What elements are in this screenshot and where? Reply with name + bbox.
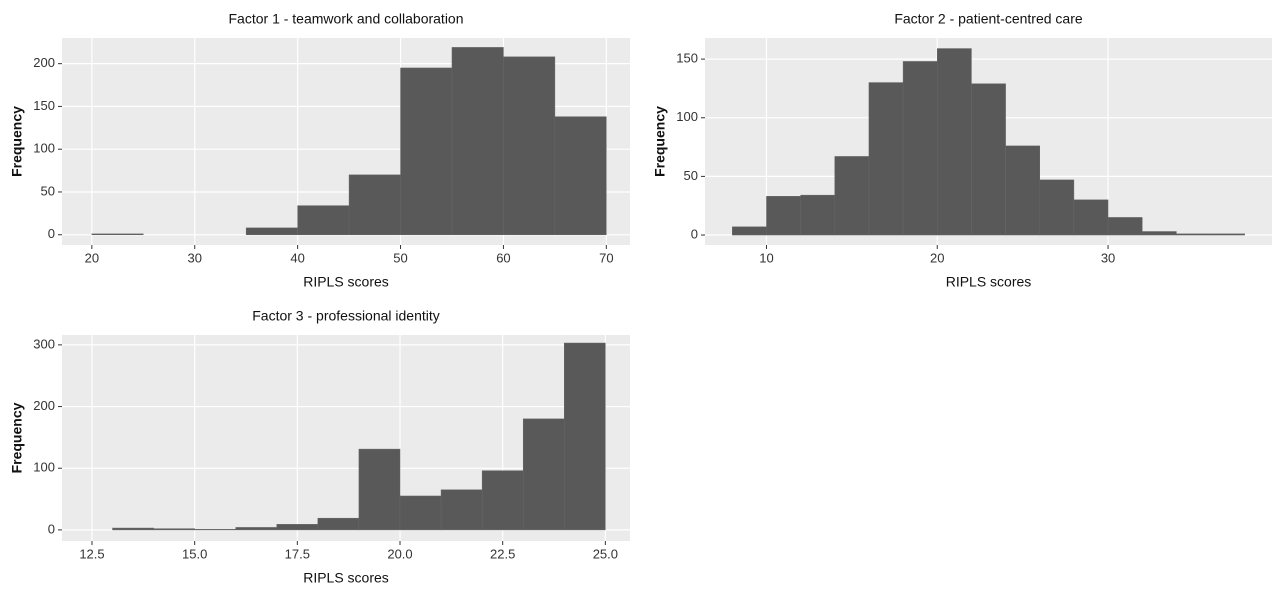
y-axis-title: Frequency	[9, 402, 25, 473]
bar	[400, 67, 453, 235]
bar	[481, 470, 524, 531]
x-axis-title: RIPLS scores	[946, 274, 1032, 290]
y-tick-label: 300	[33, 336, 55, 351]
bar	[564, 342, 606, 531]
x-tick-label: 10	[759, 250, 773, 265]
bar	[800, 194, 836, 236]
bar	[348, 174, 401, 235]
y-tick-label: 50	[684, 168, 698, 183]
x-tick-label: 15.0	[182, 546, 207, 561]
panel: 0 100 200 300 12.5 15.0 17.5 20.0 22.5 25.0 Factor…	[9, 308, 630, 586]
bar	[902, 61, 938, 236]
x-tick-label: 12.5	[79, 546, 104, 561]
y-tick-label: 50	[41, 183, 55, 198]
x-tick-label: 60	[496, 250, 510, 265]
bar	[1176, 233, 1211, 236]
bar	[112, 527, 154, 531]
bar	[358, 448, 401, 531]
bar	[297, 205, 350, 235]
y-tick-label: 0	[48, 226, 55, 241]
y-tick-label: 0	[691, 226, 698, 241]
bar	[971, 83, 1006, 236]
bar	[522, 418, 565, 531]
x-tick-label: 40	[290, 250, 304, 265]
bar	[503, 56, 556, 235]
x-axis-title: RIPLS scores	[303, 570, 389, 586]
x-tick-label: 17.5	[285, 546, 310, 561]
x-tick-label: 50	[393, 250, 407, 265]
x-tick-label: 20	[930, 250, 944, 265]
x-tick-label: 22.5	[490, 546, 515, 561]
y-tick-label: 200	[33, 398, 55, 413]
bar	[194, 529, 236, 531]
y-tick-label: 0	[48, 521, 55, 536]
chart-title: Factor 2 - patient-centred care	[894, 11, 1083, 27]
bar	[1073, 199, 1109, 236]
bar	[440, 489, 483, 531]
bar	[153, 528, 195, 531]
panel: 0 50 100 150 200 20 30 40 50 60 70 Factor 1 - teamw…	[9, 11, 630, 290]
y-tick-label: 100	[676, 109, 698, 124]
x-tick-label: 70	[599, 250, 613, 265]
x-tick-label: 30	[1101, 250, 1115, 265]
bar	[834, 156, 870, 236]
y-tick-label: 200	[33, 55, 55, 70]
bar	[1107, 217, 1143, 236]
chart-title: Factor 1 - teamwork and collaboration	[229, 11, 464, 27]
x-tick-label: 30	[188, 250, 202, 265]
bar	[235, 527, 278, 531]
bar	[451, 47, 504, 235]
chart-title: Factor 3 - professional identity	[252, 308, 440, 324]
y-tick-label: 100	[33, 460, 55, 475]
x-tick-label: 20.0	[387, 546, 412, 561]
bar	[1141, 231, 1177, 236]
bar	[766, 196, 801, 236]
bar	[868, 82, 904, 236]
y-axis-title: Frequency	[652, 106, 668, 177]
y-tick-label: 100	[33, 141, 55, 156]
bar	[276, 524, 319, 531]
x-tick-label: 20	[85, 250, 99, 265]
bar	[937, 48, 972, 236]
y-tick-label: 150	[676, 51, 698, 66]
bar	[1005, 145, 1040, 236]
bar	[91, 233, 144, 235]
y-tick-label: 150	[33, 98, 55, 113]
x-axis-title: RIPLS scores	[303, 274, 389, 290]
bar	[732, 226, 767, 236]
x-tick-label: 25.0	[593, 546, 618, 561]
panel: 0 50 100 150 10 20 30 Factor 2 - patient-centre…	[652, 11, 1272, 290]
y-axis-title: Frequency	[9, 106, 25, 177]
bar	[554, 116, 607, 235]
bar	[399, 495, 442, 531]
bar	[317, 517, 360, 531]
bar	[1210, 233, 1245, 236]
bar	[245, 227, 298, 235]
bar	[1039, 179, 1075, 236]
